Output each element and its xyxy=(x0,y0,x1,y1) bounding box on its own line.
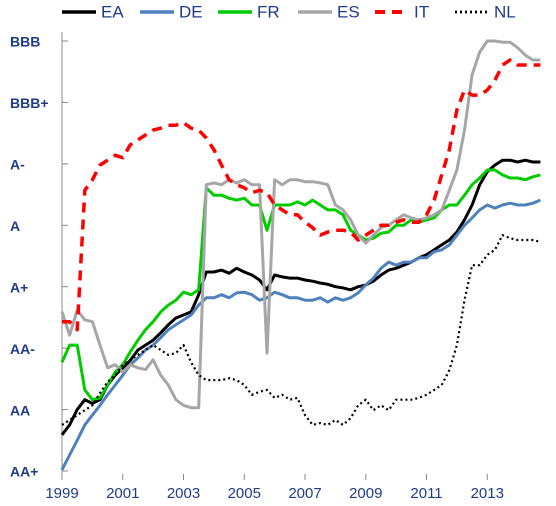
y-tick-label: A xyxy=(10,218,20,234)
series-line xyxy=(60,39,541,410)
legend-label: NL xyxy=(494,2,516,21)
x-tick-label: 2007 xyxy=(288,485,321,502)
legend-label: DE xyxy=(179,2,203,21)
y-tick-label: AA- xyxy=(10,341,35,357)
x-tick-label: 2011 xyxy=(410,485,442,502)
series-line xyxy=(61,234,541,426)
series-line xyxy=(62,58,541,332)
y-tick-label: A- xyxy=(10,157,25,173)
x-tick-label: 2003 xyxy=(167,485,200,502)
x-tick-label: 1999 xyxy=(45,485,78,502)
x-tick-label: 2013 xyxy=(471,485,504,502)
series-line xyxy=(60,198,541,471)
y-tick-label: BBB xyxy=(10,34,40,50)
x-tick-label: 2005 xyxy=(228,485,261,502)
y-tick-label: A+ xyxy=(10,279,28,295)
y-tick-label: AA+ xyxy=(10,464,38,480)
y-tick-label: AA xyxy=(10,402,30,418)
legend-label: FR xyxy=(257,2,280,21)
series-line xyxy=(60,168,541,402)
legend-label: ES xyxy=(337,2,360,21)
legend-label: EA xyxy=(101,2,124,21)
x-tick-label: 2001 xyxy=(106,485,139,502)
x-tick-label: 2009 xyxy=(349,485,382,502)
series-line xyxy=(60,158,541,436)
y-tick-label: BBB+ xyxy=(10,95,49,111)
legend-label: IT xyxy=(414,2,429,21)
